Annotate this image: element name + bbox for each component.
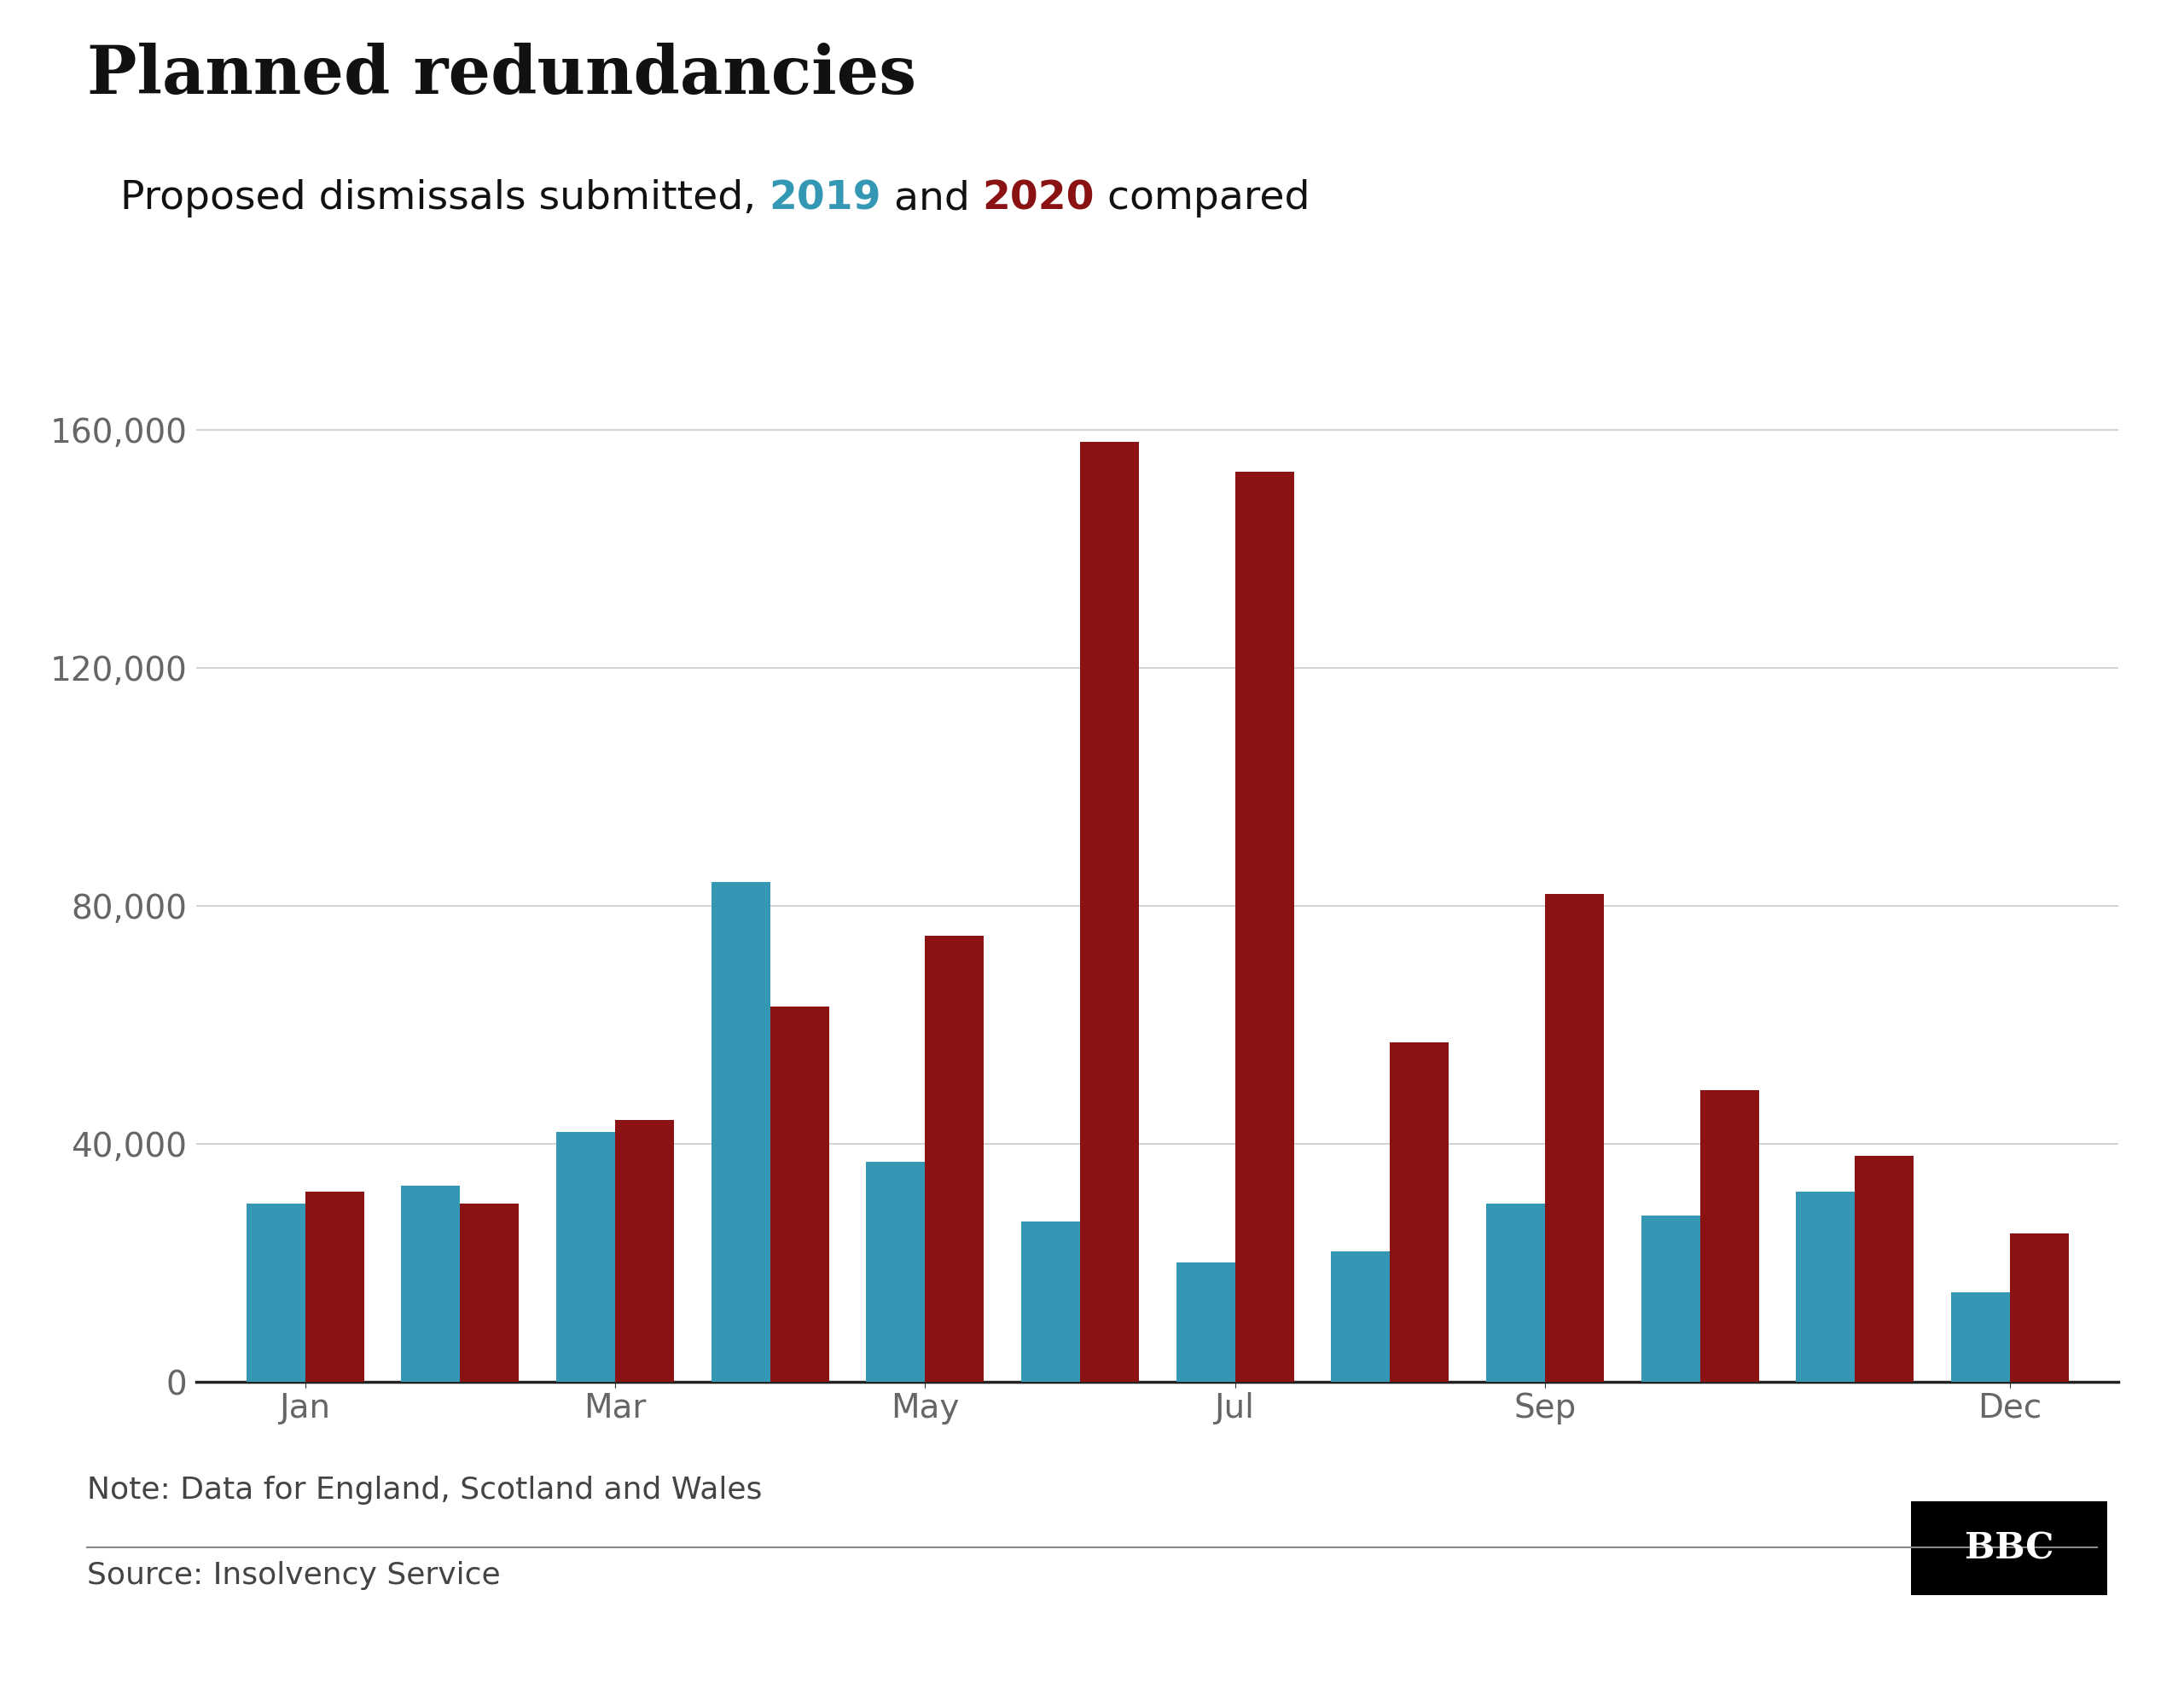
- Bar: [1022, 1221, 1081, 1382]
- Bar: [402, 1186, 461, 1382]
- Bar: [1854, 1155, 1913, 1382]
- Bar: [867, 1162, 926, 1382]
- Bar: [1485, 1203, 1544, 1382]
- Bar: [557, 1131, 616, 1382]
- Text: Planned redundancies: Planned redundancies: [87, 43, 917, 107]
- Text: and: and: [880, 179, 983, 217]
- Bar: [926, 935, 985, 1382]
- Bar: [1699, 1090, 1758, 1382]
- Bar: [2009, 1233, 2068, 1382]
- Text: Source: Insolvency Service: Source: Insolvency Service: [87, 1561, 500, 1590]
- Bar: [1081, 442, 1138, 1382]
- Text: Note: Data for England, Scotland and Wales: Note: Data for England, Scotland and Wal…: [87, 1476, 762, 1505]
- Bar: [771, 1007, 830, 1382]
- Bar: [1950, 1293, 2009, 1382]
- Bar: [1177, 1262, 1234, 1382]
- Bar: [616, 1121, 675, 1382]
- Bar: [306, 1191, 365, 1382]
- Bar: [1389, 1042, 1448, 1382]
- Text: 2019: 2019: [769, 179, 880, 217]
- Text: BBC: BBC: [1966, 1530, 2053, 1566]
- Bar: [712, 882, 771, 1382]
- Bar: [1640, 1215, 1699, 1382]
- Bar: [247, 1203, 306, 1382]
- Bar: [1795, 1191, 1854, 1382]
- Text: compared: compared: [1094, 179, 1310, 217]
- Text: Proposed dismissals submitted,: Proposed dismissals submitted,: [120, 179, 769, 217]
- Bar: [461, 1203, 520, 1382]
- Text: 2020: 2020: [983, 179, 1094, 217]
- Bar: [1330, 1250, 1389, 1382]
- Bar: [1544, 894, 1603, 1382]
- Bar: [1234, 471, 1293, 1382]
